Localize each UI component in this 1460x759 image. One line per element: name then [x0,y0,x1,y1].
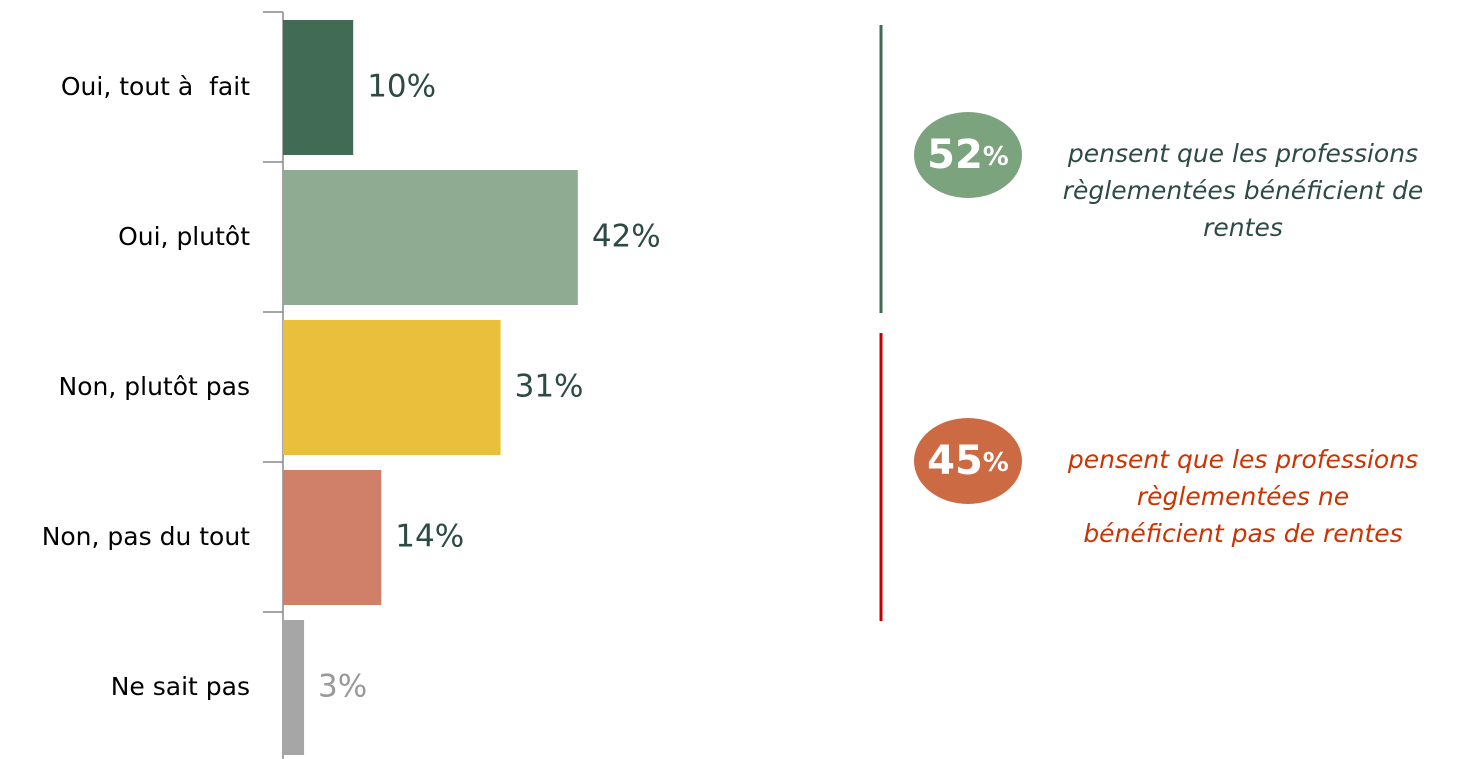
bar [283,620,305,755]
callout-number: 52 [927,132,983,178]
callout-text: pensent que les professions [1067,445,1418,474]
callout-text: pensent que les professions [1067,139,1418,168]
category-label: Oui, tout à fait [61,72,250,101]
callout-number: 45 [927,438,983,484]
callout-value: 45% [927,438,1009,484]
category-label: Non, plutôt pas [59,372,250,401]
callout-text: règlementées bénéficient de [1063,176,1424,205]
callout-text: bénéficient pas de rentes [1083,519,1402,548]
bar [283,20,354,155]
callout-bubble [914,418,1022,504]
callout-value: 52% [927,132,1009,178]
callout-text: rentes [1203,213,1283,242]
bar [283,470,382,605]
bar [283,170,578,305]
value-label: 31% [515,369,584,405]
callout-bubble [914,112,1022,198]
callout-text: règlementées ne [1137,482,1349,511]
category-label: Oui, plutôt [118,222,250,251]
callout-unit: % [983,142,1009,172]
value-label: 14% [395,519,464,555]
value-label: 3% [318,669,367,705]
category-label: Ne sait pas [111,672,250,701]
bar [283,320,501,455]
value-label: 10% [367,69,436,105]
value-label: 42% [592,219,661,255]
callout-unit: % [983,448,1009,478]
category-label: Non, pas du tout [42,522,250,551]
